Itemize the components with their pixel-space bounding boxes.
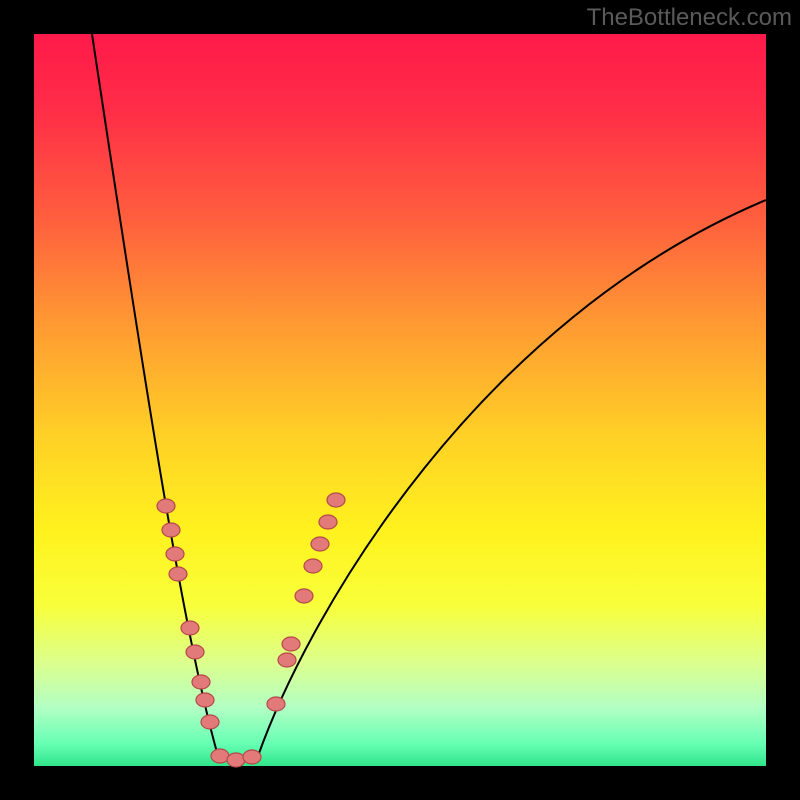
data-marker: [227, 753, 245, 767]
data-marker: [186, 645, 204, 659]
plot-background: [34, 34, 766, 766]
data-marker: [211, 749, 229, 763]
data-marker: [278, 653, 296, 667]
data-marker: [157, 499, 175, 513]
bottleneck-chart: [0, 0, 800, 800]
data-marker: [181, 621, 199, 635]
data-marker: [319, 515, 337, 529]
data-marker: [327, 493, 345, 507]
data-marker: [267, 697, 285, 711]
data-marker: [169, 567, 187, 581]
data-marker: [311, 537, 329, 551]
data-marker: [243, 750, 261, 764]
data-marker: [295, 589, 313, 603]
data-marker: [166, 547, 184, 561]
data-marker: [282, 637, 300, 651]
data-marker: [201, 715, 219, 729]
data-marker: [304, 559, 322, 573]
data-marker: [196, 693, 214, 707]
data-marker: [162, 523, 180, 537]
data-marker: [192, 675, 210, 689]
chart-container: TheBottleneck.com: [0, 0, 800, 800]
watermark-text: TheBottleneck.com: [587, 4, 792, 32]
